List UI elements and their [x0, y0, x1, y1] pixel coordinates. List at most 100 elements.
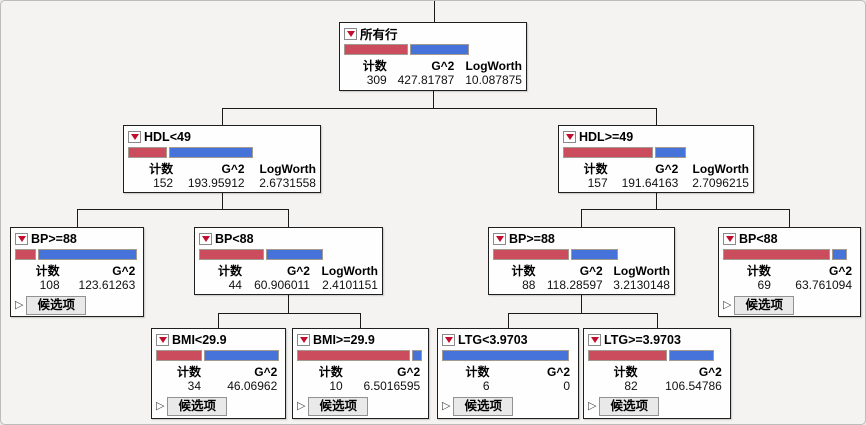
tree-connector-line	[218, 313, 361, 314]
stats-value-cell: 108	[39, 278, 60, 292]
disclosure-triangle-icon[interactable]: ▷	[723, 299, 732, 311]
bar-segment-red	[344, 44, 408, 55]
stats-header-cell: LogWorth	[465, 59, 522, 73]
node-title: BP>=88	[509, 231, 555, 246]
tree-connector-line	[789, 209, 790, 227]
red-triangle-menu-icon[interactable]	[156, 333, 169, 346]
stats-header-cell: G^2	[698, 365, 722, 379]
candidates-button[interactable]: 候选项	[734, 295, 794, 315]
red-triangle-menu-icon[interactable]	[588, 333, 601, 346]
stats-value-cell: 152	[153, 176, 174, 190]
response-proportion-bar	[128, 146, 255, 159]
tree-connector-line	[508, 313, 509, 328]
stats-value-cell: 63.761094	[795, 278, 852, 292]
bar-segment-blue	[831, 249, 847, 260]
red-triangle-menu-icon[interactable]	[493, 232, 506, 245]
stats-header-cell: LogWorth	[613, 264, 670, 278]
stats-value-cell: 60.906011	[254, 278, 310, 292]
disclosure-triangle-icon[interactable]: ▷	[588, 400, 597, 412]
node-title-row: BMI<29.9	[156, 331, 281, 348]
stats-header-cell: 计数	[217, 264, 242, 278]
node-title-row: BMI>=29.9	[297, 331, 424, 348]
node-title: BMI<29.9	[172, 332, 227, 347]
stats-header-cell: G^2	[579, 264, 603, 278]
stats-value-row: 88 118.28597 3.2130148	[493, 278, 670, 292]
stats-value-cell: 82	[624, 379, 638, 393]
disclosure-triangle-icon[interactable]: ▷	[15, 299, 24, 311]
tree-connector-line	[433, 91, 434, 109]
bar-segment-red	[156, 350, 203, 361]
red-triangle-menu-icon[interactable]	[442, 333, 455, 346]
candidates-button[interactable]: 候选项	[308, 396, 368, 416]
bar-segment-blue	[412, 350, 423, 361]
response-proportion-bar	[156, 349, 281, 362]
red-triangle-glyph	[130, 133, 139, 140]
stats-header-cell: LogWorth	[692, 162, 749, 176]
stats-header-row: 计数 G^2	[723, 264, 856, 278]
response-proportion-bar	[15, 248, 139, 261]
stats-value-cell: 2.6731558	[259, 176, 316, 190]
red-triangle-menu-icon[interactable]	[563, 130, 576, 143]
candidates-row: ▷ 候选项	[297, 396, 424, 416]
stats-value-cell: 88	[522, 278, 536, 292]
tree-connector-line	[581, 209, 790, 210]
node-title-row: BP<88	[199, 230, 378, 247]
stats-value-cell: 106.54786	[665, 379, 722, 393]
bar-segment-red	[493, 249, 570, 260]
red-triangle-menu-icon[interactable]	[297, 333, 310, 346]
tree-node-bp-lt-88-right: BP<88 计数 G^2 69 63.761094 ▷ 候选项	[718, 227, 861, 317]
red-triangle-menu-icon[interactable]	[128, 130, 141, 143]
candidates-row: ▷ 候选项	[442, 396, 574, 416]
response-proportion-bar	[199, 248, 326, 261]
stats-value-row: 82 106.54786	[588, 379, 726, 393]
stats-header-cell: G^2	[655, 162, 679, 176]
red-triangle-menu-icon[interactable]	[199, 232, 212, 245]
tree-connector-line	[508, 313, 658, 314]
stats-value-cell: 10	[329, 379, 343, 393]
bar-segment-blue	[571, 249, 619, 260]
candidates-button[interactable]: 候选项	[599, 396, 659, 416]
stats-value-cell: 427.81787	[397, 73, 455, 87]
red-triangle-glyph	[17, 235, 26, 242]
red-triangle-glyph	[590, 336, 599, 343]
node-title: LTG<3.9703	[458, 332, 528, 347]
stats-value-cell: 34	[187, 379, 201, 393]
node-title: HDL>=49	[579, 129, 634, 144]
disclosure-triangle-icon[interactable]: ▷	[442, 400, 451, 412]
bar-segment-blue	[38, 249, 138, 260]
stats-value-cell: 0	[563, 379, 571, 393]
node-title: BP<88	[215, 231, 254, 246]
red-triangle-menu-icon[interactable]	[723, 232, 736, 245]
bar-segment-red	[128, 147, 168, 158]
stats-header-cell: 计数	[746, 264, 771, 278]
stats-header-row: 计数 G^2	[15, 264, 139, 278]
tree-node-hdl-ge-49: HDL>=49 计数 G^2 LogWorth 157 191.64163 2.709621…	[558, 125, 754, 193]
disclosure-triangle-icon[interactable]: ▷	[156, 400, 165, 412]
red-triangle-menu-icon[interactable]	[15, 232, 28, 245]
bar-segment-red	[199, 249, 264, 260]
red-triangle-menu-icon[interactable]	[344, 27, 357, 40]
disclosure-triangle-icon[interactable]: ▷	[297, 400, 306, 412]
tree-connector-line	[581, 295, 582, 314]
tree-connector-line	[222, 193, 223, 210]
red-triangle-glyph	[346, 30, 355, 37]
stats-value-cell: 10.087875	[465, 73, 522, 87]
stats-header-row: 计数 G^2 LogWorth	[563, 162, 749, 176]
tree-connector-line	[581, 209, 582, 227]
node-title-row: HDL>=49	[563, 128, 749, 145]
stats-value-row: 157 191.64163 2.7096215	[563, 176, 749, 190]
node-title: BP<88	[739, 231, 778, 246]
node-title: 所有行	[360, 28, 398, 42]
stats-header-cell: 计数	[149, 162, 174, 176]
candidates-button[interactable]: 候选项	[26, 295, 86, 315]
stats-value-row: 108 123.61263	[15, 278, 139, 292]
stats-value-cell: 3.2130148	[613, 278, 670, 292]
stats-header-cell: G^2	[828, 264, 852, 278]
stats-header-cell: 计数	[318, 365, 343, 379]
stats-header-cell: 计数	[176, 365, 201, 379]
bar-segment-blue	[204, 350, 280, 361]
candidates-button[interactable]: 候选项	[167, 396, 227, 416]
candidates-button[interactable]: 候选项	[453, 396, 513, 416]
stats-value-cell: 123.61263	[78, 278, 136, 292]
